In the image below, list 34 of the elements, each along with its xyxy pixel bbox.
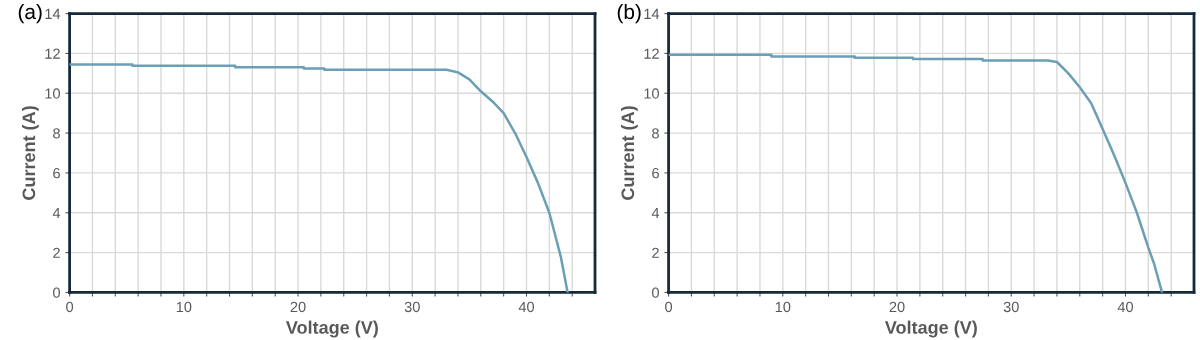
x-tick-label: 20 — [290, 301, 306, 313]
y-tick-label: 0 — [53, 287, 60, 298]
line-series — [668, 53, 1164, 293]
y-tick-label: 6 — [652, 168, 659, 179]
y-axis-title: Current (A) — [620, 106, 638, 200]
x-tick-label: 10 — [176, 301, 192, 313]
y-axis-title: Current (A) — [21, 106, 39, 200]
y-tick-label: 8 — [652, 128, 659, 139]
x-tick-label: 20 — [889, 301, 905, 313]
y-tick-label: 12 — [45, 48, 60, 59]
line-series — [69, 63, 569, 293]
x-tick-label: 30 — [1003, 301, 1019, 313]
chart-title: (a) — [18, 3, 42, 24]
chart-title: (b) — [617, 3, 641, 24]
y-tick-label: 2 — [652, 247, 659, 258]
x-tick-label: 40 — [1117, 301, 1134, 313]
x-tick-label: 0 — [665, 301, 673, 313]
x-tick-label: 40 — [518, 301, 535, 313]
x-tick-label: 30 — [404, 301, 420, 313]
x-tick-label: 10 — [775, 301, 791, 313]
y-tick-label: 14 — [45, 8, 61, 19]
x-axis-title: Voltage (V) — [285, 320, 378, 338]
x-tick-label: 0 — [66, 301, 74, 313]
y-tick-label: 0 — [652, 287, 659, 298]
y-tick-label: 8 — [53, 128, 60, 139]
y-tick-label: 12 — [644, 48, 659, 59]
y-tick-label: 14 — [644, 8, 660, 19]
y-tick-label: 6 — [53, 168, 60, 179]
y-tick-label: 10 — [45, 88, 60, 99]
y-tick-label: 2 — [53, 247, 60, 258]
y-tick-label: 4 — [651, 207, 660, 219]
y-tick-label: 10 — [644, 88, 659, 99]
x-axis-title: Voltage (V) — [884, 320, 977, 338]
y-tick-label: 4 — [52, 207, 61, 219]
